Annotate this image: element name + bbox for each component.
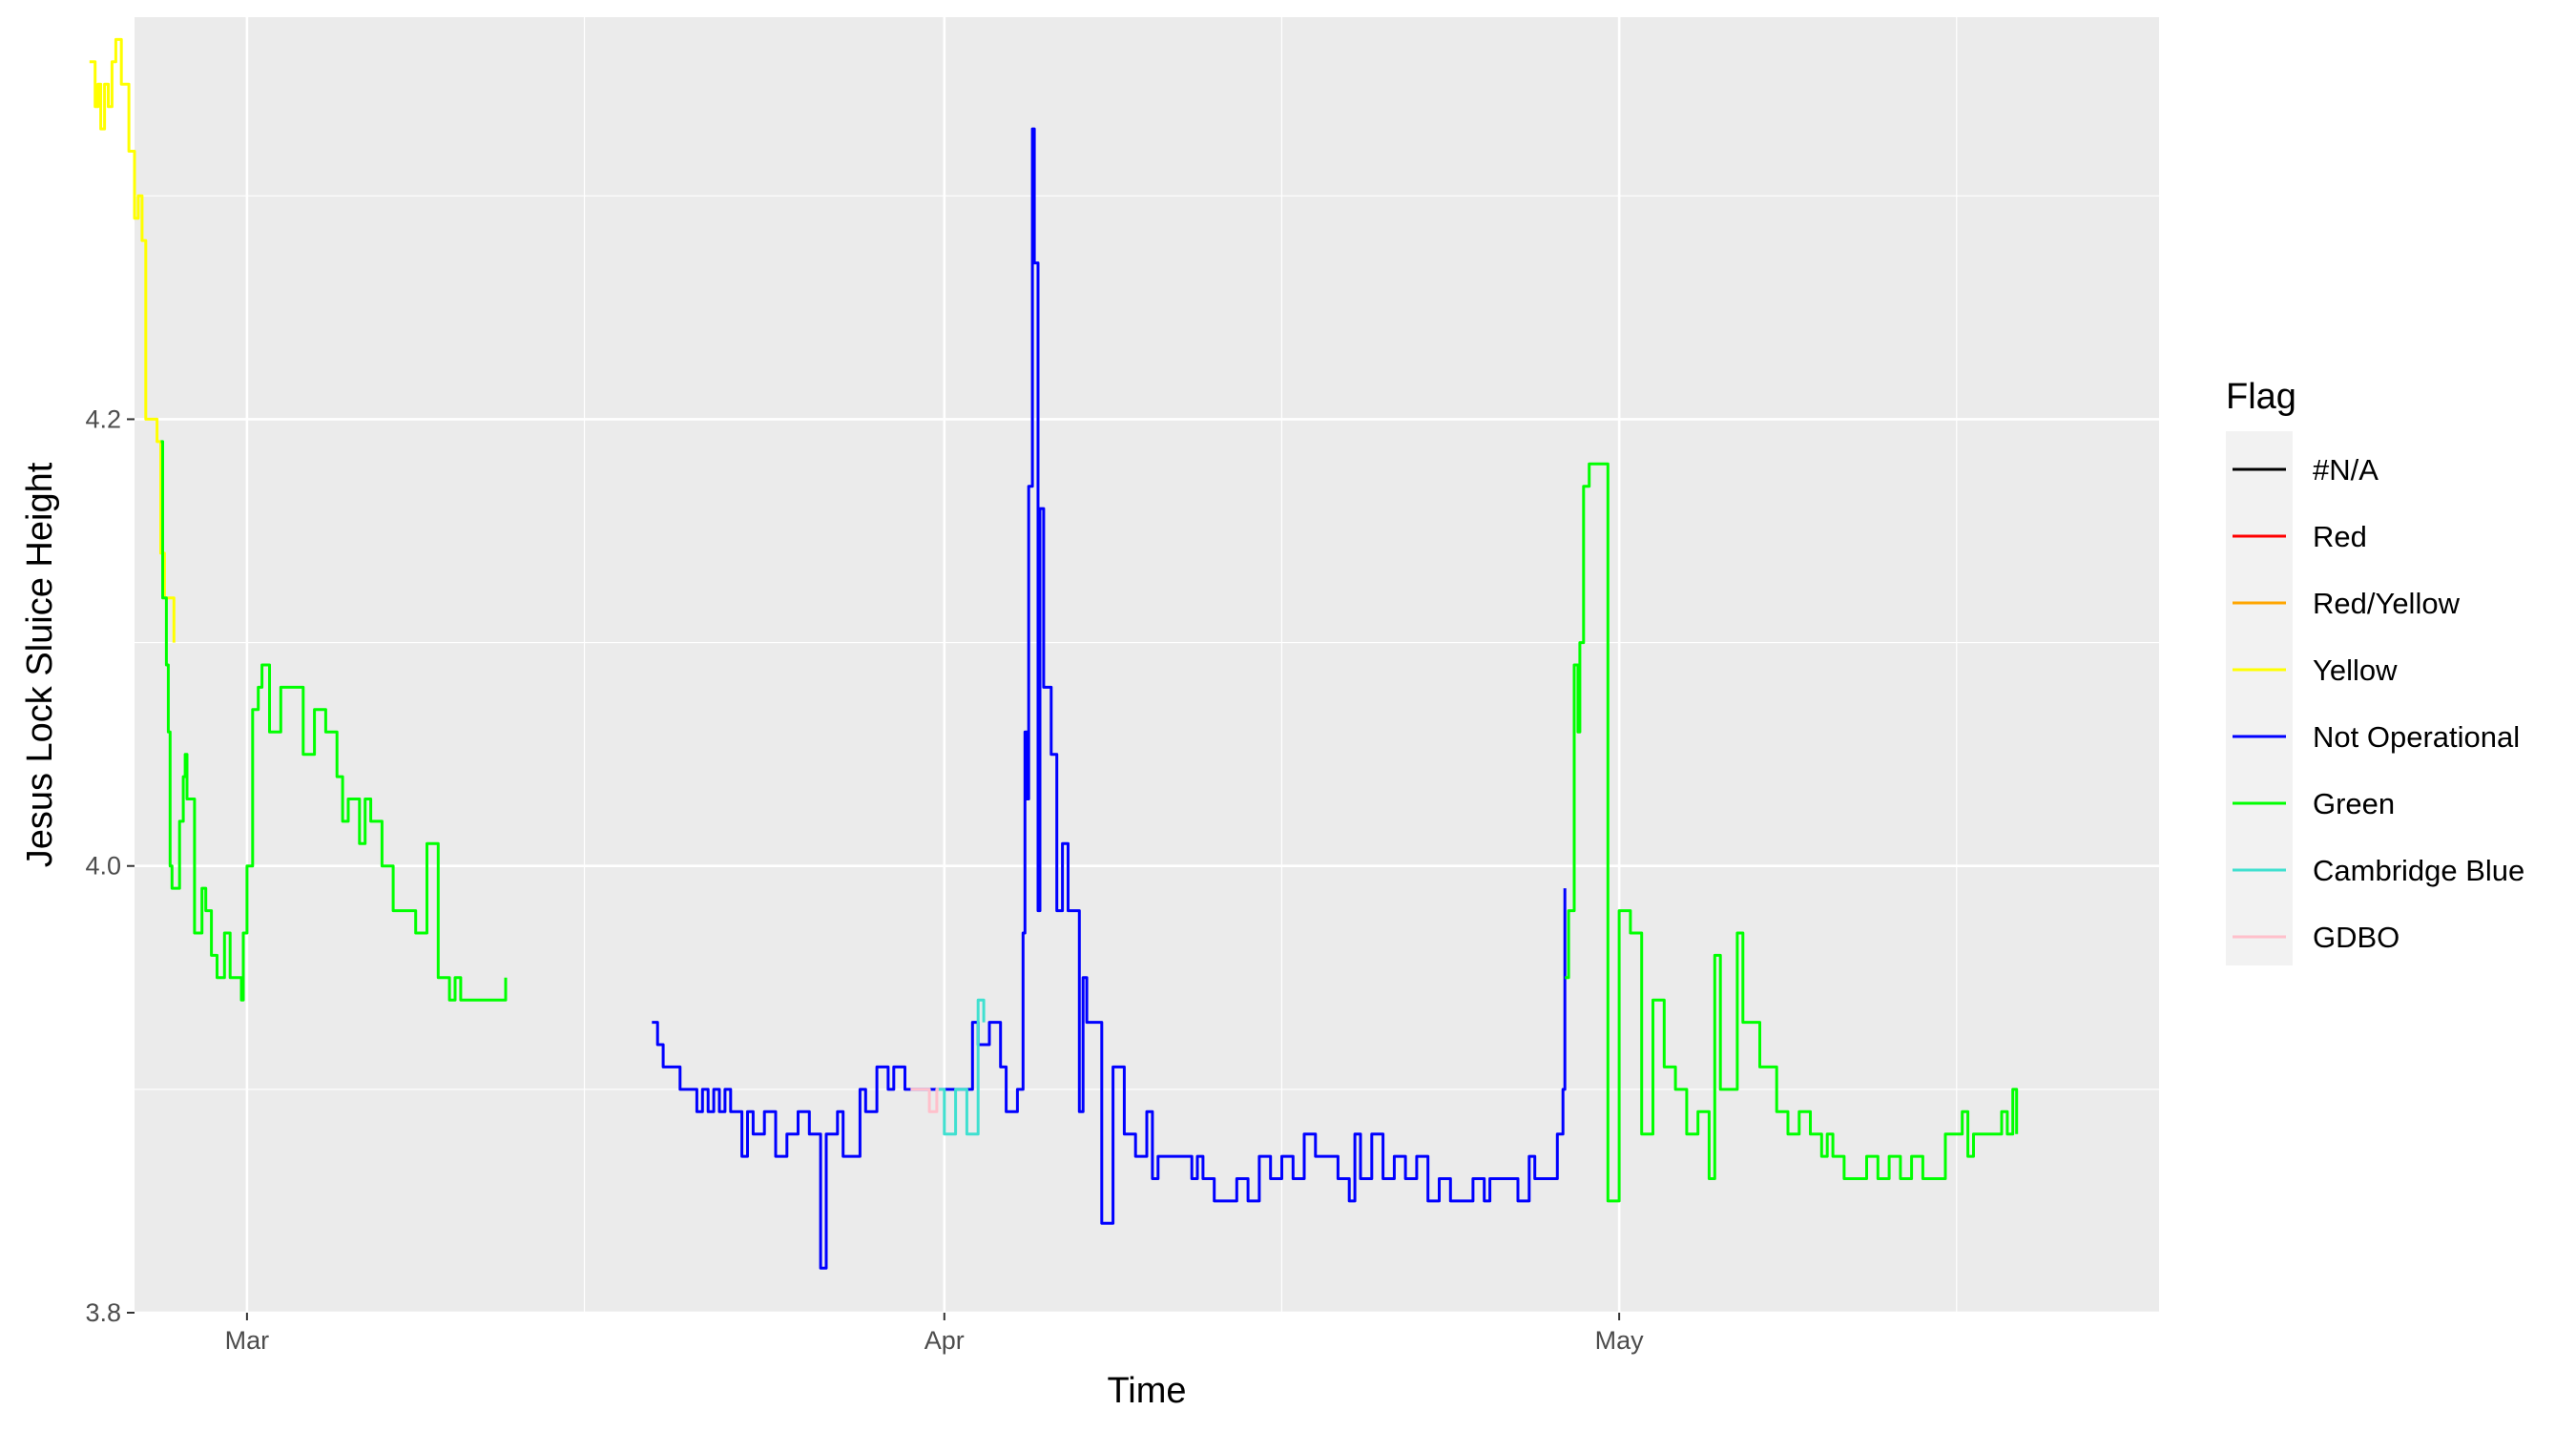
legend-label: Red/Yellow — [2313, 587, 2461, 620]
series-line-not-operational — [652, 127, 1567, 1270]
y-axis-title: Jesus Lock Sluice Height — [20, 462, 60, 867]
legend: Flag #N/A Red Red/Yellow Yellow Not Operatio… — [2226, 377, 2524, 965]
y-tick-label: 3.8 — [85, 1298, 121, 1327]
legend-label: #N/A — [2313, 453, 2379, 487]
x-axis-title: Time — [1107, 1371, 1186, 1411]
series-line-cambridge-blue — [938, 998, 986, 1136]
plot-panel — [135, 17, 2159, 1313]
legend-label: Red — [2313, 520, 2367, 553]
series-lines — [89, 37, 2019, 1270]
legend-key-background — [2226, 431, 2293, 965]
y-tick-label: 4.0 — [85, 852, 121, 881]
series-line-green — [160, 440, 508, 1002]
series-line-green — [1565, 462, 2019, 1203]
y-axis-ticks: 3.8 4.0 4.2 — [85, 404, 135, 1327]
legend-items: #N/A Red Red/Yellow Yellow Not Operational Gr… — [2226, 431, 2524, 965]
legend-label: Cambridge Blue — [2313, 854, 2524, 887]
x-tick-label: Mar — [225, 1326, 270, 1355]
legend-label: Not Operational — [2313, 720, 2520, 754]
legend-label: Green — [2313, 787, 2395, 820]
legend-title: Flag — [2226, 377, 2296, 417]
x-tick-label: Apr — [924, 1326, 965, 1355]
minor-gridlines — [135, 17, 2159, 1313]
legend-label: GDBO — [2313, 921, 2399, 954]
y-tick-label: 4.2 — [85, 404, 121, 433]
legend-label: Yellow — [2313, 653, 2398, 687]
x-tick-label: May — [1595, 1326, 1645, 1355]
series-line-gdbo — [910, 1088, 945, 1113]
x-axis-ticks: Mar Apr May — [225, 1313, 1644, 1355]
series-line-yellow — [89, 37, 176, 643]
